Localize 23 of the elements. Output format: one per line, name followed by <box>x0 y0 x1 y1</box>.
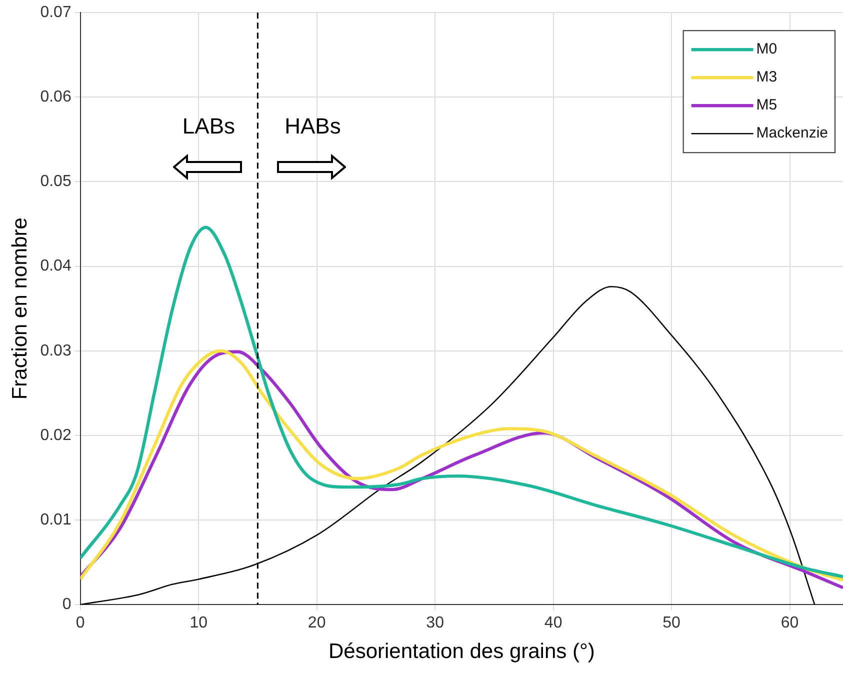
y-tick-label: 0.02 <box>40 426 72 444</box>
x-tick-label: 60 <box>780 614 799 632</box>
y-tick-label: 0.03 <box>40 342 72 360</box>
legend-label: M0 <box>756 40 778 58</box>
x-axis-title: Désorientation des grains (°) <box>328 640 595 664</box>
legend-label: M5 <box>756 96 778 114</box>
x-tick-label: 0 <box>76 614 85 632</box>
annotation: HABs <box>284 114 341 139</box>
y-tick-label: 0.04 <box>40 258 72 275</box>
x-tick-label: 40 <box>544 614 562 632</box>
y-tick-label: 0.05 <box>40 173 72 190</box>
y-tick-label: 0.01 <box>40 511 72 528</box>
y-tick-label: 0.06 <box>40 88 72 106</box>
x-tick-label: 20 <box>308 614 326 632</box>
legend-label: M3 <box>756 68 778 86</box>
x-tick-label: 50 <box>662 614 681 632</box>
x-tick-label: 10 <box>190 614 208 632</box>
y-tick-label: 0 <box>62 596 72 614</box>
y-tick-label: 0.07 <box>40 4 72 22</box>
annotation: LABs <box>182 114 235 139</box>
y-axis-title: Fraction en nombre <box>8 218 32 400</box>
x-tick-label: 30 <box>426 614 444 632</box>
legend-label: Mackenzie <box>756 124 828 142</box>
